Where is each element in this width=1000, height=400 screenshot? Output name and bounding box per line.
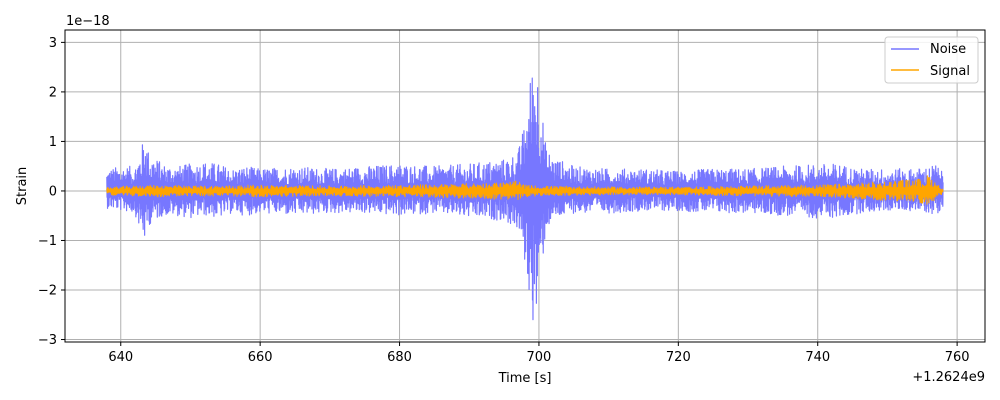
x-axis-label: Time [s]: [498, 371, 552, 386]
signal-series-line: [106, 175, 944, 205]
y-tick-label: 0: [49, 184, 57, 199]
y-tick-label: −2: [38, 284, 57, 299]
legend: Noise Signal: [884, 36, 979, 84]
legend-signal-label: Signal: [930, 64, 970, 79]
y-scale-label: 1e−18: [66, 14, 110, 29]
x-tick-label: 740: [805, 350, 830, 365]
x-tick-label: 720: [666, 350, 691, 365]
x-tick-label: 640: [108, 350, 133, 365]
y-tick-label: 1: [49, 135, 57, 150]
x-offset-label: +1.2624e9: [912, 370, 985, 385]
x-tick-label: 660: [248, 350, 273, 365]
y-tick-label: −3: [38, 333, 57, 348]
y-tick-label: −1: [38, 234, 57, 249]
plot-frame: [64, 29, 986, 343]
series-layer: [106, 77, 944, 321]
x-axis: 640 660 680 700 720 740 760: [108, 342, 970, 365]
y-tick-label: 2: [49, 85, 57, 100]
y-axis: −3 −2 −1 0 1 2 3: [38, 36, 65, 348]
y-tick-label: 3: [49, 36, 57, 51]
plot-area: [106, 77, 944, 321]
noise-series-line: [106, 77, 944, 321]
y-axis-label: Strain: [15, 167, 30, 206]
legend-noise-label: Noise: [930, 42, 966, 57]
x-tick-label: 680: [387, 350, 412, 365]
x-tick-label: 700: [527, 350, 552, 365]
x-tick-label: 760: [945, 350, 970, 365]
